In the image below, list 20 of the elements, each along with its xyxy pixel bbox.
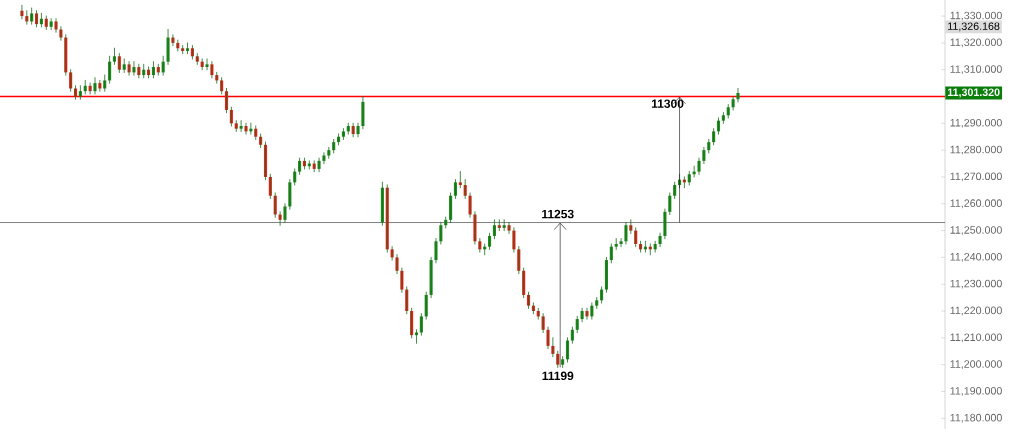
y-tick-label: 11,240.000 (950, 253, 1002, 262)
text: 11,301.320 (947, 88, 1000, 98)
y-tick-label: 11,220.000 (950, 306, 1002, 316)
annotation: 11199 (542, 371, 574, 381)
y-tick-label: 11,320.000 (950, 38, 1002, 48)
y-tick-label: 11,290.000 (950, 118, 1002, 128)
y-tick-label: 11,230.000 (950, 279, 1002, 289)
y-tick-label: 11,310.000 (950, 65, 1002, 75)
y-tick-label: 11,260.000 (950, 199, 1002, 209)
y-tick-label: 11,280.000 (950, 145, 1002, 155)
text: 11,326.168 (948, 22, 1000, 32)
y-tick-label: 11,180.000 (950, 413, 1002, 423)
y-tick-label: 11,270.000 (950, 172, 1002, 182)
y-tick-label: 11,330.000 (950, 11, 1002, 21)
ref-line-label: 11253 (542, 209, 574, 219)
y-tick-label: 11,200.000 (950, 360, 1002, 370)
y-tick-label: 11,250.000 (950, 226, 1002, 235)
y-tick-label: 11,210.000 (950, 333, 1002, 343)
y-tick-label: 11,190.000 (950, 387, 1002, 396)
ref-line-label: 11300 (651, 99, 684, 108)
